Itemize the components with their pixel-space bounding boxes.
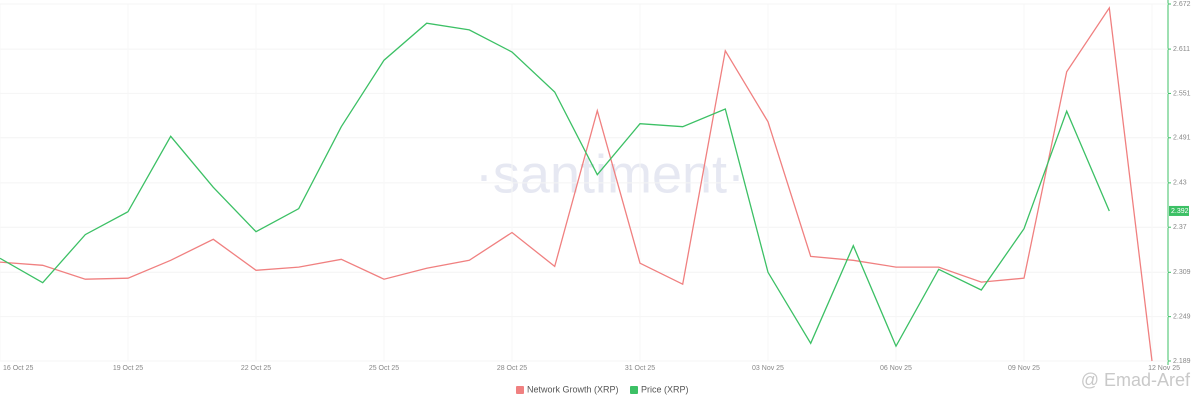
y2-tick-label: 2.309 <box>1173 269 1191 276</box>
legend-swatch <box>630 386 638 394</box>
y2-tick-label: 2.551 <box>1173 90 1191 97</box>
y2-tick-label: 2.491 <box>1173 135 1191 142</box>
series-line <box>0 22 1110 348</box>
y2-tick-label: 2.672 <box>1173 1 1191 8</box>
x-tick-label: 03 Nov 25 <box>752 365 784 372</box>
legend-swatch <box>516 386 524 394</box>
legend-label: Price (XRP) <box>641 384 689 394</box>
x-tick-label: 12 Nov 25 <box>1148 365 1180 372</box>
attribution: @ Emad-Aref <box>1081 370 1191 390</box>
legend-label: Network Growth (XRP) <box>527 384 619 394</box>
x-tick-label: 19 Oct 25 <box>113 365 143 372</box>
y2-tick-label: 2.611 <box>1173 46 1190 53</box>
x-tick-label: 22 Oct 25 <box>241 365 271 372</box>
x-tick-label: 09 Nov 25 <box>1008 365 1040 372</box>
current-value-box <box>1169 205 1189 216</box>
y2-tick-label: 2.249 <box>1173 313 1191 320</box>
x-tick-label: 28 Oct 25 <box>497 365 527 372</box>
x-tick-label: 06 Nov 25 <box>880 365 912 372</box>
y2-tick-label: 2.43 <box>1173 180 1187 187</box>
x-tick-label: 16 Oct 25 <box>3 365 33 372</box>
y2-tick-label: 2.37 <box>1173 224 1187 231</box>
x-tick-label: 31 Oct 25 <box>625 365 655 372</box>
series-line <box>0 6 1153 362</box>
current-value-label: 2.392 <box>1171 208 1189 215</box>
x-tick-label: 25 Oct 25 <box>369 365 399 372</box>
y2-tick-label: 2.189 <box>1173 358 1191 365</box>
watermark: ·santiment· <box>475 144 745 204</box>
